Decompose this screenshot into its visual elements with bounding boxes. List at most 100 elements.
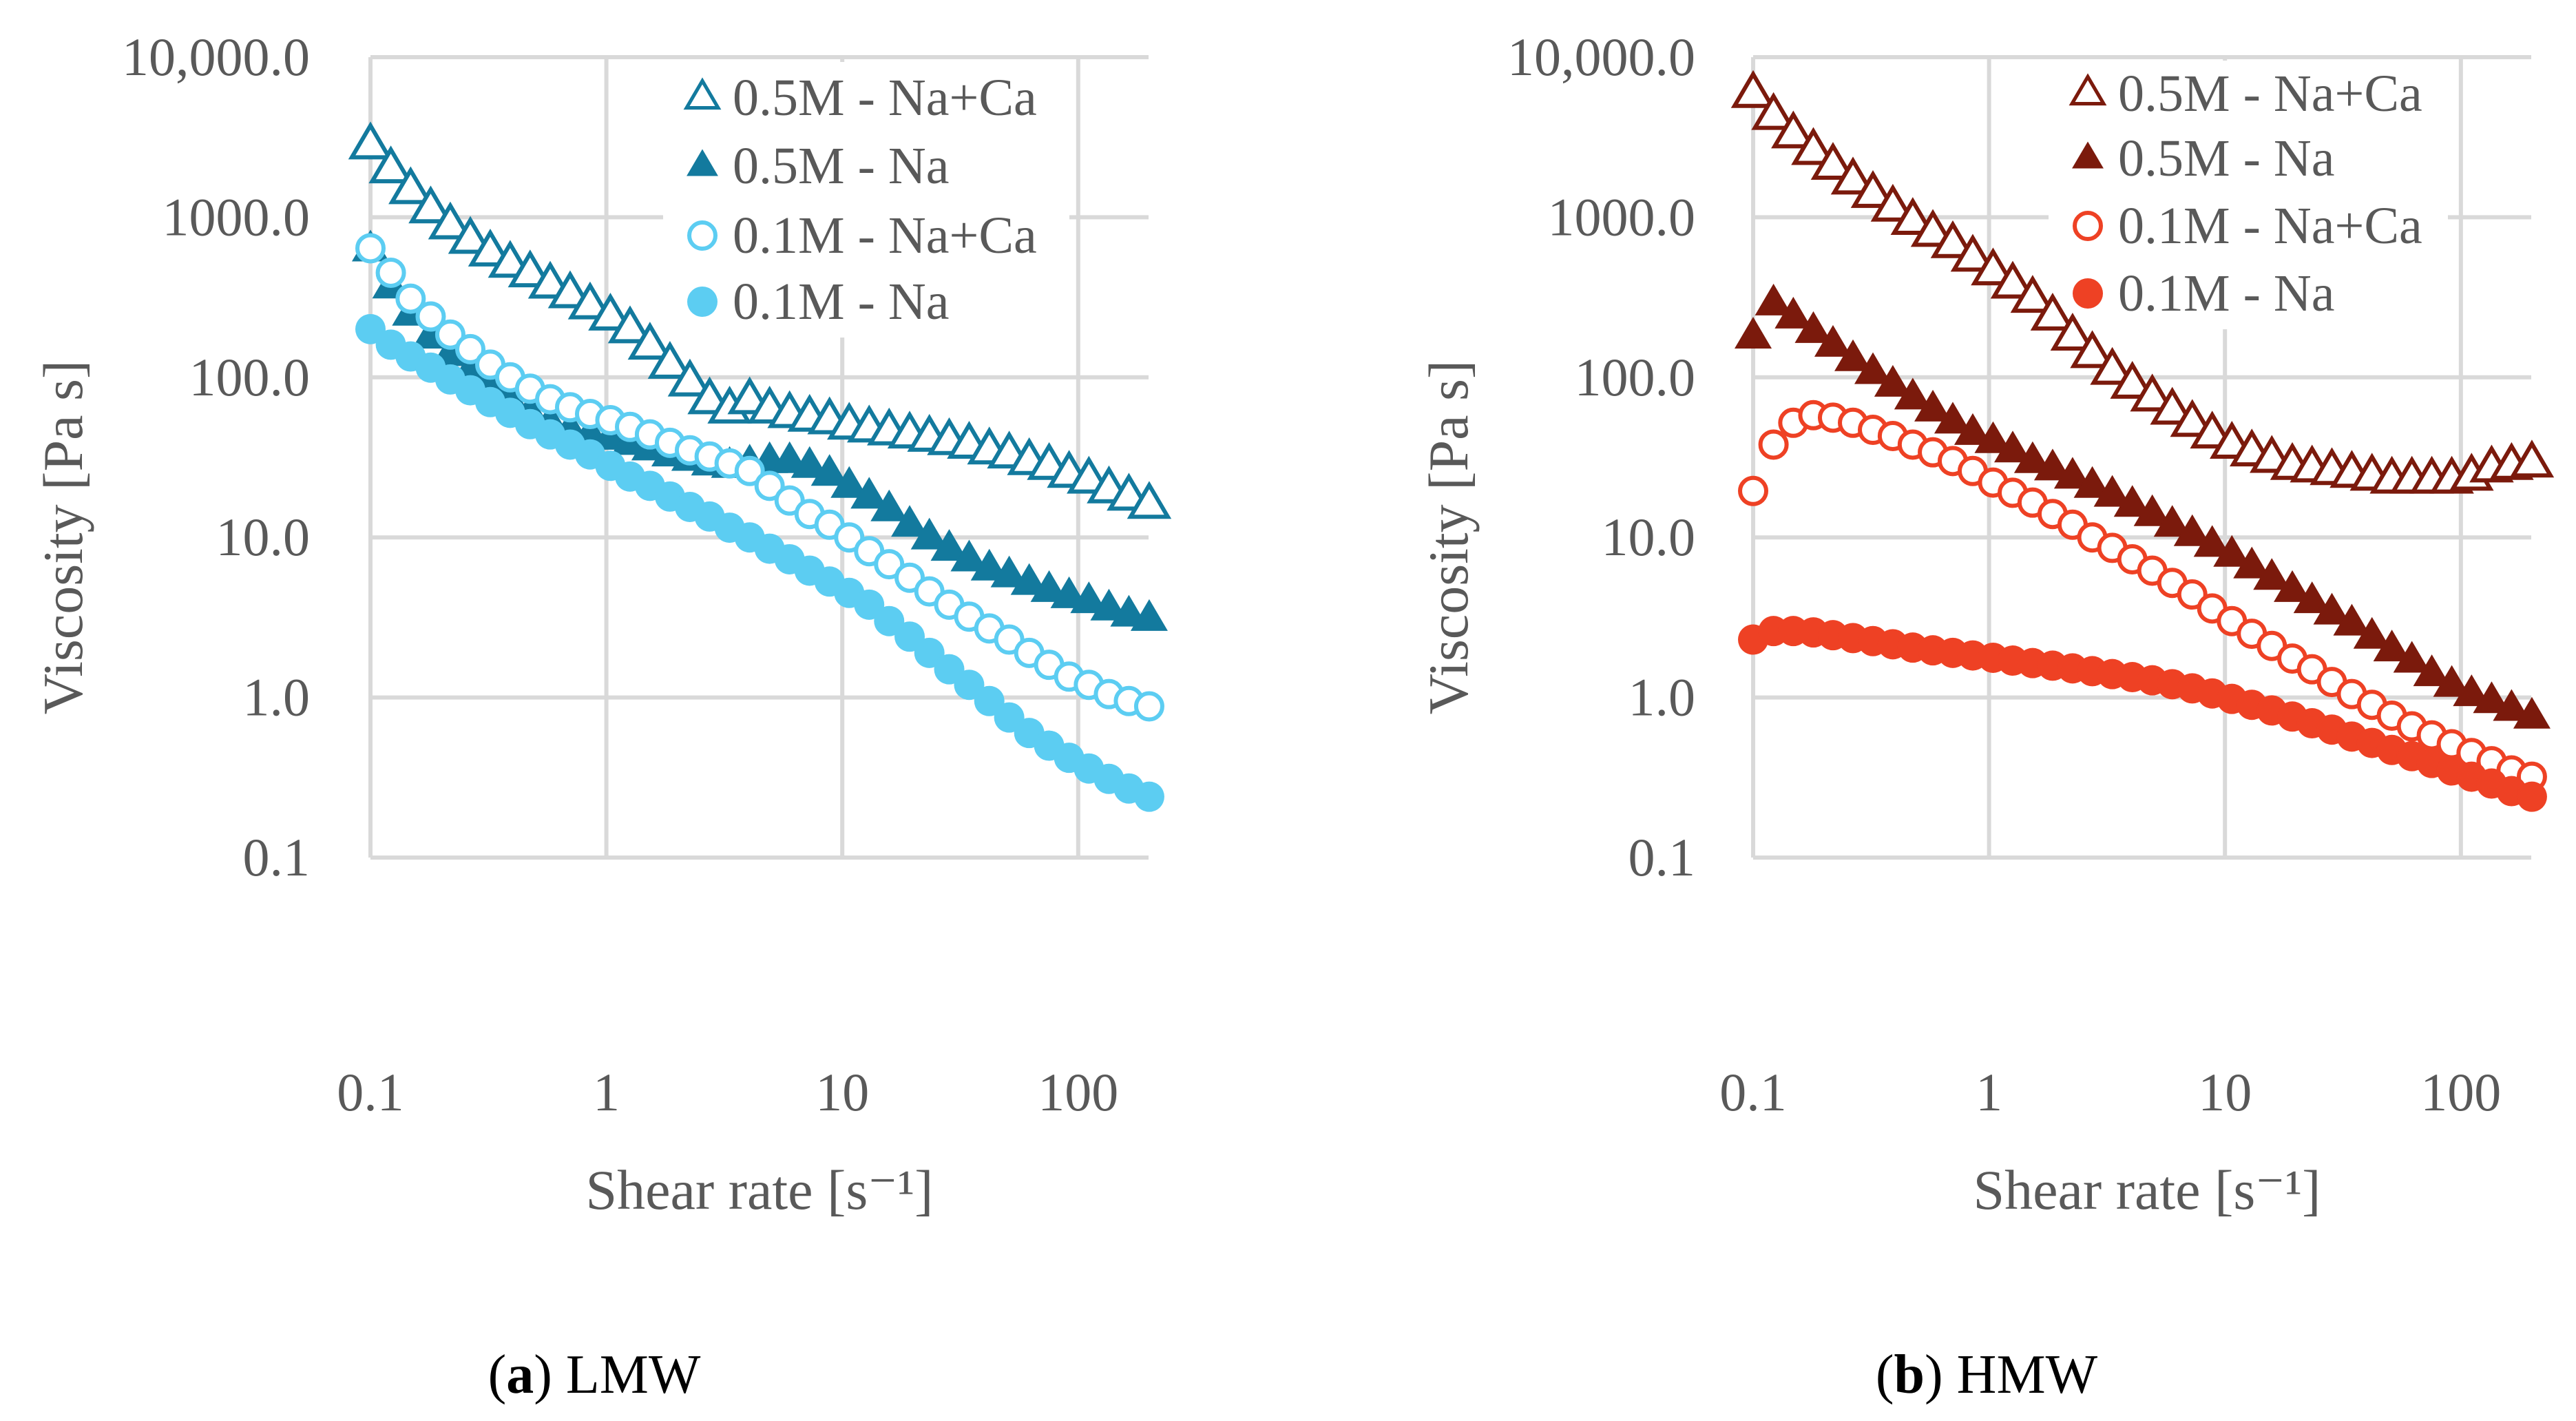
data-point	[810, 454, 848, 486]
data-point	[667, 358, 713, 397]
series-0-5m-na-ca	[1730, 70, 2555, 494]
data-point	[348, 121, 393, 160]
data-point	[2033, 448, 2071, 481]
y-tick-label: 0.1	[243, 827, 311, 887]
legend-label: 0.1M - Na+Ca	[733, 207, 1037, 265]
data-point	[2313, 592, 2351, 625]
caption-panel-label: a	[506, 1345, 534, 1405]
data-point	[970, 548, 1008, 581]
chart-panel-a: 10,000.0 1000.0 100.0 10.0 1.0 0.1 0.1 1 10 100 Sh…	[32, 27, 1172, 1405]
data-point	[1090, 588, 1128, 621]
data-point	[468, 229, 513, 267]
data-point	[2233, 546, 2271, 579]
data-point	[1830, 156, 1876, 195]
y-tick-label: 1000.0	[1548, 187, 1696, 247]
data-point	[1990, 260, 2035, 299]
data-point	[375, 257, 406, 288]
data-point	[1067, 455, 1111, 494]
caption-panel-label: b	[1894, 1345, 1925, 1405]
data-point	[1974, 421, 2012, 453]
data-point	[2516, 781, 2547, 812]
x-tick-label: 1	[1976, 1062, 2002, 1122]
data-point	[2130, 373, 2175, 412]
data-point	[2253, 558, 2291, 590]
data-point	[2153, 505, 2191, 537]
data-point	[1774, 296, 1812, 329]
legend-label: 0.5M - Na	[733, 137, 950, 195]
legend-label: 0.1M - Na+Ca	[2118, 197, 2422, 255]
data-point	[854, 589, 885, 620]
x-tick-label: 10	[815, 1062, 869, 1122]
data-point	[1738, 475, 1768, 506]
x-tick-label: 0.1	[1719, 1062, 1787, 1122]
y-axis-title: Viscosity [Pa s]	[32, 360, 94, 714]
data-point	[2353, 616, 2391, 649]
data-point	[428, 201, 473, 240]
data-point	[1771, 110, 1816, 149]
data-point	[1755, 283, 1792, 315]
caption-title: ) HMW	[1925, 1345, 2098, 1405]
series-0-1m-na	[1738, 616, 2547, 812]
legend-label: 0.1M - Na	[2118, 265, 2335, 322]
legend-triangle-filled-icon	[2072, 141, 2104, 169]
data-point	[408, 185, 453, 224]
legend-triangle-open-icon	[2069, 73, 2107, 106]
chart-panel-b: 10,000.0 1000.0 100.0 10.0 1.0 0.1 0.1 1 10 100 Sh…	[1417, 27, 2555, 1405]
data-point	[1854, 352, 1892, 384]
panel-caption: (a) LMW	[488, 1345, 701, 1405]
data-point	[990, 555, 1028, 588]
data-point	[774, 485, 805, 516]
data-point	[2093, 475, 2131, 507]
series-0-5m-na-ca	[348, 121, 1172, 519]
data-point	[1910, 209, 1956, 247]
data-point	[2333, 603, 2371, 636]
caption-title: ) LMW	[534, 1345, 701, 1405]
y-axis-title: Viscosity [Pa s]	[1417, 360, 1480, 714]
y-tick-label: 10,000.0	[122, 27, 310, 87]
data-point	[974, 685, 1005, 716]
data-point	[2090, 346, 2135, 385]
series-0-5m-na	[1735, 283, 2551, 729]
y-tick-label: 100.0	[189, 347, 311, 407]
data-point	[1133, 781, 1164, 812]
data-point	[415, 301, 446, 332]
data-point	[368, 145, 413, 184]
data-point	[647, 340, 693, 379]
legend-triangle-open-icon	[683, 77, 722, 110]
data-point	[2113, 485, 2151, 517]
data-point	[588, 292, 633, 331]
legend-label: 0.5M - Na+Ca	[733, 69, 1037, 127]
data-point	[2013, 441, 2051, 473]
x-axis-title: Shear rate [s⁻¹]	[1973, 1159, 2321, 1221]
legend-background	[2049, 61, 2448, 329]
panel-caption: (b) HMW	[1876, 1345, 2098, 1405]
data-point	[834, 522, 865, 553]
data-point	[448, 216, 493, 254]
data-point	[2190, 411, 2234, 449]
data-point	[1730, 70, 1776, 108]
data-point	[434, 319, 465, 350]
data-point	[1070, 581, 1108, 614]
legend-triangle-filled-icon	[687, 149, 718, 176]
caption-open-paren: (	[488, 1345, 507, 1405]
data-point	[1954, 413, 1991, 445]
data-point	[395, 283, 426, 314]
data-point	[1127, 481, 1172, 519]
legend-label: 0.5M - Na	[2118, 129, 2335, 187]
data-point	[2030, 292, 2075, 331]
data-point	[1814, 324, 1852, 357]
y-tick-label: 10.0	[216, 507, 311, 567]
x-tick-label: 0.1	[337, 1062, 404, 1122]
data-point	[1834, 339, 1872, 371]
y-tick-label: 1000.0	[163, 187, 311, 247]
data-point	[355, 233, 386, 264]
data-point	[1870, 183, 1916, 222]
data-point	[2493, 689, 2531, 721]
data-point	[734, 455, 765, 486]
y-tick-label: 1.0	[1629, 667, 1696, 727]
data-point	[950, 539, 988, 572]
y-tick-label: 10,000.0	[1507, 27, 1695, 87]
x-tick-label: 100	[2420, 1062, 2501, 1122]
data-point	[2170, 399, 2215, 437]
